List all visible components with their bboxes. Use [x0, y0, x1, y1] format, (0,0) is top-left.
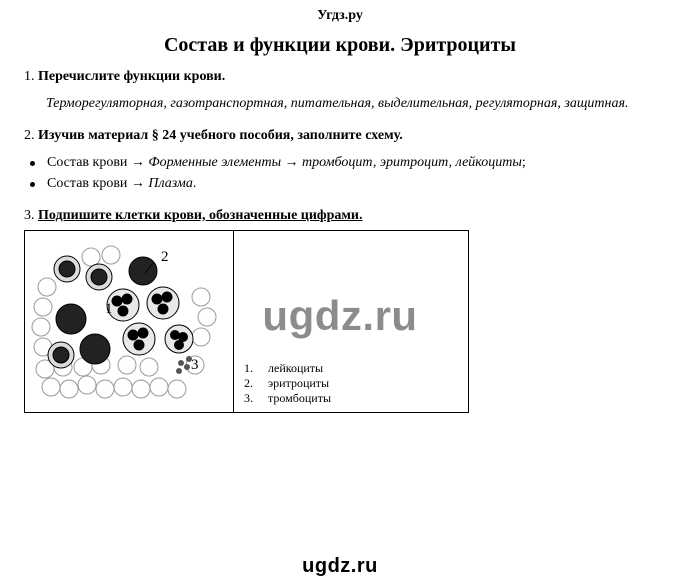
legend-num: 3.	[244, 391, 258, 406]
page-title: Состав и функции крови. Эритроциты	[24, 34, 656, 57]
q1-prompt: Перечислите функции крови.	[38, 69, 225, 84]
blood-cells-icon: 1 2 3	[31, 237, 227, 401]
q2-prompt: Изучив материал § 24 учебного пособия, з…	[38, 128, 403, 143]
legend-num: 1.	[244, 361, 258, 376]
bullet-icon	[30, 182, 35, 187]
bullet-icon	[30, 161, 35, 166]
figure-table: 1 2 3 1. лейкоциты 2. эритроциты 3. тром…	[24, 230, 469, 413]
question-1: 1. Перечислите функции крови. Терморегул…	[24, 69, 656, 114]
bullet-lead: Состав крови →	[47, 155, 148, 170]
legend-list: 1. лейкоциты 2. эритроциты 3. тромбоциты	[244, 361, 331, 406]
list-item: 1. лейкоциты	[244, 361, 331, 376]
legend-cell: 1. лейкоциты 2. эритроциты 3. тромбоциты	[234, 230, 469, 412]
marker-2: 2	[161, 249, 169, 265]
marker-3: 3	[191, 357, 199, 373]
question-2: 2. Изучив материал § 24 учебного пособия…	[24, 128, 656, 194]
bullet-italic: Форменные элементы → тромбоцит, эритроци…	[148, 155, 521, 170]
list-item: Состав крови → Плазма.	[30, 175, 656, 194]
list-item: Состав крови → Форменные элементы → тром…	[30, 154, 656, 173]
legend-label: эритроциты	[268, 376, 329, 391]
question-3-line: 3. Подпишите клетки крови, обозначенные …	[24, 208, 656, 224]
marker-1: 1	[105, 301, 113, 317]
legend-label: лейкоциты	[268, 361, 323, 376]
cells-image-cell: 1 2 3	[25, 230, 234, 412]
q3-number: 3.	[24, 208, 35, 223]
q3-prompt: Подпишите клетки крови, обозначенные циф…	[38, 208, 363, 223]
q1-number: 1.	[24, 69, 35, 84]
list-item: 2. эритроциты	[244, 376, 331, 391]
q2-bullets: Состав крови → Форменные элементы → тром…	[30, 154, 656, 194]
site-header: Угдз.ру	[24, 8, 656, 24]
list-item: 3. тромбоциты	[244, 391, 331, 406]
q2-number: 2.	[24, 128, 35, 143]
legend-label: тромбоциты	[268, 391, 331, 406]
bullet-italic: Плазма	[148, 176, 192, 191]
bullet-tail: ;	[522, 155, 526, 170]
bullet-lead: Состав крови →	[47, 176, 148, 191]
q1-answer: Терморегуляторная, газотранспортная, пит…	[46, 95, 656, 114]
bullet-tail: .	[193, 176, 197, 191]
footer-watermark: ugdz.ru	[302, 555, 378, 578]
legend-num: 2.	[244, 376, 258, 391]
